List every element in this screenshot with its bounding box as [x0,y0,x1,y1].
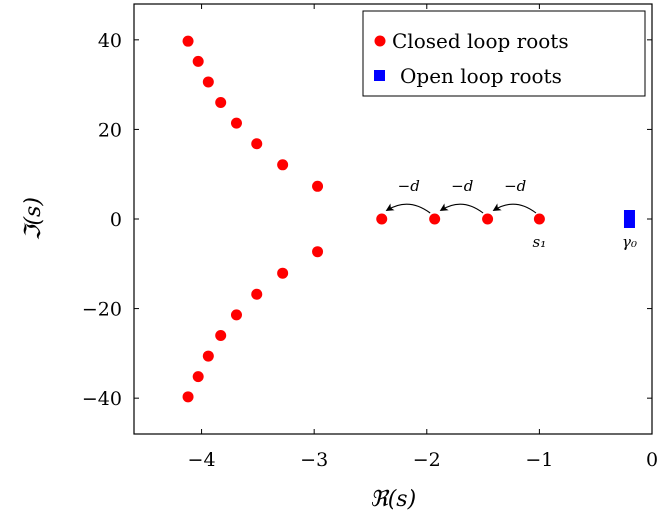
closed-loop-root-point [376,213,388,225]
closed-loop-root-point [192,371,204,383]
legend-closed-marker [374,35,386,47]
y-tick-labels: −40 −20 0 20 40 [82,30,122,410]
open-loop-root-point [623,210,635,228]
y-tick-label: −20 [82,299,122,321]
closed-loop-root-point [182,391,194,403]
closed-loop-root-point [482,213,494,225]
x-tick-labels: −4 −3 −2 −1 0 [188,449,657,471]
axis-ticks [134,4,653,434]
shift-arrow [385,203,431,214]
closed-loop-root-point [202,76,214,88]
shift-arrow [439,203,484,214]
y-axis-label: ℑ(s) [21,197,46,241]
x-tick-label: −3 [300,449,328,471]
legend-closed-label: Closed loop roots [392,29,569,53]
x-axis-label: ℜ(s) [370,487,416,512]
closed-loop-root-point [215,97,227,109]
y-tick-label: 20 [98,119,122,141]
x-tick-label: −1 [525,449,553,471]
closed-loop-root-point [277,159,289,171]
shift-label: −d [398,177,420,195]
legend: Closed loop roots Open loop roots [362,10,646,97]
closed-loop-root-point [202,350,214,362]
y-tick-label: 40 [98,30,122,52]
shift-label: −d [504,177,526,195]
closed-loop-root-point [182,35,194,47]
annotations: −d −d −d [385,177,537,214]
x-tick-label: −2 [413,449,441,471]
point-label: γ₀ [622,233,637,251]
x-tick-label: 0 [646,449,657,471]
closed-loop-root-point [312,180,324,192]
closed-loop-root-point [277,267,289,279]
legend-open-label: Open loop roots [400,64,562,88]
closed-loop-root-point [251,288,263,300]
closed-loop-root-point [429,213,441,225]
point-labels: s₁ γ₀ [533,233,637,251]
closed-loop-root-point [251,138,263,150]
shift-arrow [492,203,537,214]
y-tick-label: 0 [110,209,122,231]
closed-loop-root-point [533,213,545,225]
shift-label: −d [451,177,473,195]
data-points [182,35,635,403]
closed-loop-root-point [230,117,242,129]
legend-open-marker [374,70,385,81]
y-tick-label: −40 [82,388,122,410]
point-label: s₁ [533,233,547,251]
closed-loop-root-point [312,246,324,258]
closed-loop-root-point [230,309,242,321]
closed-loop-root-point [215,329,227,341]
x-tick-label: −4 [188,449,216,471]
closed-loop-root-point [192,55,204,67]
legend-box [362,10,646,97]
